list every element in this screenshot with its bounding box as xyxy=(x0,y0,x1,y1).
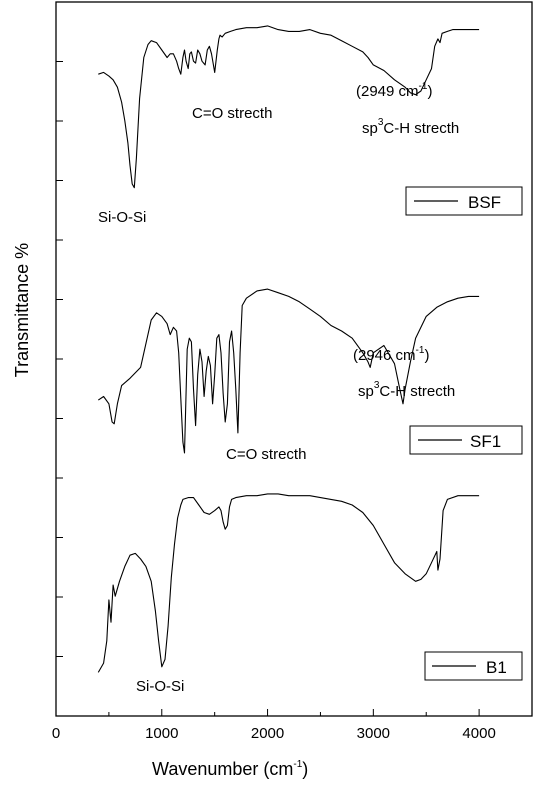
series-lines xyxy=(97,25,480,673)
legend-bsf: BSF xyxy=(405,186,523,216)
x-tick-label: 1000 xyxy=(145,725,178,742)
legend-sf1: SF1 xyxy=(409,425,523,455)
x-tick-label: 3000 xyxy=(357,725,390,742)
legend-bsf-label: BSF xyxy=(468,193,501,212)
legend-b1-label: B1 xyxy=(486,658,507,677)
annotation-bsf-co-stretch: C=O strecth xyxy=(192,105,272,122)
annotation-sf1-2946: (2946 cm-1) xyxy=(353,345,429,364)
x-tick-label: 2000 xyxy=(251,725,284,742)
annotation-sf1-sp3-ch: sp3C-H strecth xyxy=(358,380,455,400)
plot-frame xyxy=(55,1,533,717)
annotation-bsf-sp3-ch: sp3C-H strecth xyxy=(362,117,459,137)
y-axis-title: Transmittance % xyxy=(12,243,32,377)
annotation-sf1-co-stretch: C=O strecth xyxy=(226,446,306,463)
x-tick-label: 4000 xyxy=(462,725,495,742)
legend-b1: B1 xyxy=(424,651,523,681)
x-axis-ticks xyxy=(55,709,480,716)
annotation-bsf-2949: (2949 cm-1) xyxy=(356,81,432,100)
x-axis-title: Wavenumber (cm-1) xyxy=(152,759,308,779)
x-axis-tick-labels: 0 1000 2000 3000 4000 xyxy=(52,725,496,742)
series-line-b1 xyxy=(97,493,480,673)
x-tick-label: 0 xyxy=(52,725,60,742)
y-axis-ticks xyxy=(56,61,63,657)
annotation-b1-si-o-si: Si-O-Si xyxy=(136,678,184,695)
legend-sf1-label: SF1 xyxy=(470,432,501,451)
annotation-bsf-si-o-si: Si-O-Si xyxy=(98,209,146,226)
series-line-sf1 xyxy=(97,288,480,454)
series-line-bsf xyxy=(98,25,480,189)
